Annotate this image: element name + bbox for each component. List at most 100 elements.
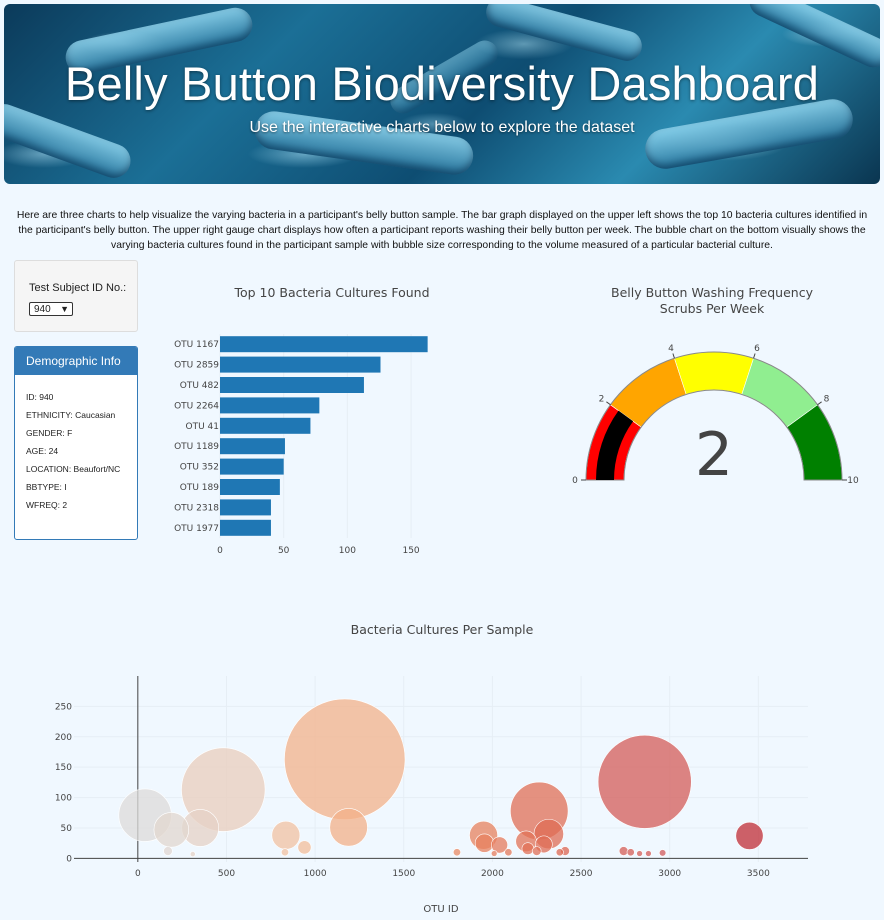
bar-x-tick-label: 50 [278, 546, 290, 556]
bar [220, 438, 285, 455]
bubble-point [504, 848, 513, 857]
demographic-ethnicity: ETHNICITY: Caucasian [26, 410, 116, 420]
bubble-point [297, 840, 312, 855]
page-title: Belly Button Biodiversity Dashboard [64, 57, 820, 110]
subject-selector-label: Test Subject ID No.: [29, 282, 127, 294]
bubble-point [452, 848, 461, 857]
bar-category-label: OTU 482 [180, 381, 219, 391]
gauge-title-line: Belly Button Washing Frequency [611, 285, 813, 300]
bar-category-label: OTU 2859 [174, 361, 219, 371]
gauge-value-label: 2 [695, 420, 733, 490]
bubble-y-tick-label: 250 [55, 702, 72, 712]
gauge-tick-label: 0 [572, 476, 578, 486]
bar-x-tick-label: 150 [402, 546, 419, 556]
bubble-x-tick-label: 1000 [304, 869, 327, 879]
bubble-point [618, 846, 629, 856]
bubble-point [153, 812, 190, 848]
bar [220, 356, 381, 373]
bar [220, 479, 280, 495]
gauge-tick-label: 10 [847, 476, 859, 486]
bubble-point [329, 808, 368, 847]
bar-category-label: OTU 1167 [174, 340, 219, 350]
bubble-y-tick-label: 200 [55, 733, 72, 743]
bubble-y-tick-label: 100 [55, 794, 72, 804]
gauge-tick [753, 353, 756, 359]
bubble-point [490, 850, 498, 857]
gauge-tick [606, 401, 611, 406]
subject-id-value: 940 [34, 304, 51, 315]
bubble-chart-title: Bacteria Cultures Per Sample [350, 622, 534, 637]
demographic-info-heading: Demographic Info [15, 347, 137, 375]
demographic-info-list: ID: 940 ETHNICITY: Caucasian GENDER: F A… [15, 375, 137, 510]
bubble-y-tick-label: 0 [66, 854, 72, 864]
bar-category-label: OTU 352 [180, 463, 219, 473]
subject-id-dropdown[interactable]: 940 ▼ [29, 302, 73, 316]
bubble-x-axis-label: OTU ID [423, 904, 458, 915]
bubble-point [531, 846, 542, 856]
gauge-subtitle: Scrubs Per Week [659, 301, 765, 316]
bubble-x-tick-label: 1500 [392, 869, 415, 879]
bar-category-label: OTU 189 [180, 483, 219, 493]
bubble-point [626, 848, 635, 857]
gauge-tick-label: 6 [754, 344, 760, 354]
bubble-x-tick-label: 2500 [570, 869, 593, 879]
bar [220, 417, 311, 434]
bar-category-label: OTU 1189 [174, 442, 219, 452]
bubble-point [658, 849, 667, 857]
gauge-tick-label: 2 [599, 394, 605, 404]
bar-x-tick-label: 100 [339, 546, 356, 556]
bar-x-tick-label: 0 [217, 546, 223, 556]
bubble-point [163, 846, 173, 856]
gauge-band [674, 351, 754, 395]
bubble-point [474, 833, 494, 853]
bubble-point [645, 850, 652, 857]
bubble-x-tick-label: 2000 [481, 869, 504, 879]
demographic-location: LOCATION: Beaufort/NC [26, 464, 121, 474]
bubble-point [271, 820, 301, 850]
gauge-tick [817, 401, 822, 406]
bar [220, 499, 271, 516]
gauge-tick [672, 353, 675, 359]
banner-bacteria-decor [4, 99, 136, 183]
bar-chart[interactable]: 0 50 100 150 OTU 1167 OTU 2859 OTU 482 OTU 2264… [150, 320, 470, 560]
demographic-id: ID: 940 [26, 392, 54, 402]
subject-selector-panel: Test Subject ID No.: 940 ▼ [14, 260, 138, 332]
bar-category-label: OTU 2264 [174, 401, 219, 411]
bubble-point [280, 848, 289, 857]
bubble-x-tick-label: 3000 [658, 869, 681, 879]
gauge-value-bar [596, 410, 634, 480]
bubble-y-tick-label: 150 [55, 763, 72, 773]
bubble-point [636, 850, 643, 857]
bar-chart-title: Top 10 Bacteria Cultures Found [234, 285, 430, 300]
bubble-point [735, 821, 764, 850]
demographic-info-panel: Demographic Info ID: 940 ETHNICITY: Cauc… [14, 346, 138, 540]
demographic-wfreq: WFREQ: 2 [26, 500, 68, 510]
gauge-outline [585, 351, 843, 481]
demographic-bbtype: BBTYPE: I [26, 482, 67, 492]
bubble-x-tick-label: 500 [218, 869, 235, 879]
bubble-point [284, 698, 406, 820]
gauge-title: Belly Button Washing Frequency Scrubs Pe… [570, 285, 854, 317]
demographic-gender: GENDER: F [26, 428, 73, 438]
bubble-point [555, 848, 564, 857]
bubble-x-tick-label: 0 [135, 869, 141, 879]
bar-category-label: OTU 2318 [174, 503, 219, 513]
bar [220, 519, 271, 536]
bubble-y-tick-label: 50 [61, 824, 73, 834]
bar [220, 377, 364, 393]
gauge-chart[interactable]: 0 2 4 6 8 10 2 [560, 330, 870, 500]
bubble-point [189, 851, 196, 857]
bubble-x-tick-label: 3500 [747, 869, 770, 879]
bar [220, 397, 320, 414]
bubble-point [491, 836, 508, 854]
bubble-point [521, 842, 535, 855]
intro-paragraph: Here are three charts to help visualize … [16, 210, 868, 251]
bubble-point [597, 734, 692, 829]
chevron-down-icon: ▼ [60, 304, 69, 314]
gauge-tick-label: 8 [824, 394, 830, 404]
bar [220, 458, 284, 475]
bar-category-label: OTU 1977 [174, 524, 219, 534]
bar-category-label: OTU 41 [186, 422, 219, 432]
demographic-age: AGE: 24 [26, 446, 59, 456]
